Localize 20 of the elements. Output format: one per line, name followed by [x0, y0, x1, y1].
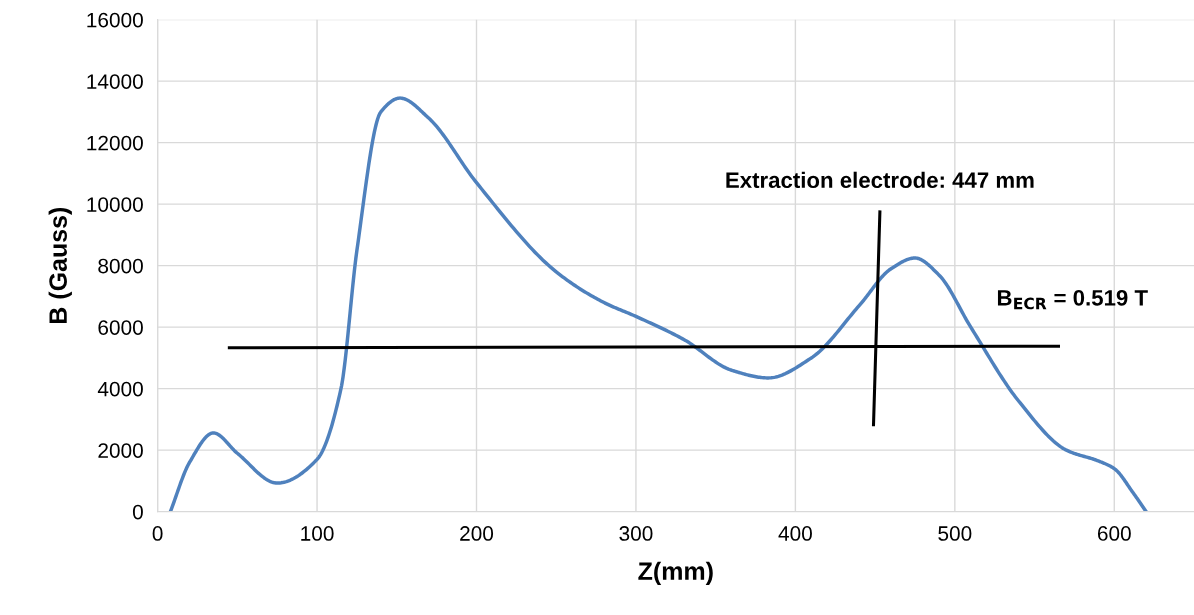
y-axis-title: B (Gauss) — [48, 207, 72, 324]
y-tick-label: 0 — [132, 504, 143, 520]
y-tick-label: 14000 — [87, 74, 143, 89]
x-tick-label: 300 — [619, 526, 653, 541]
y-tick-label: 4000 — [97, 381, 143, 397]
x-axis-title: Z(mm) — [638, 561, 713, 585]
x-tick-label: 200 — [460, 526, 494, 541]
y-tick-label: 6000 — [98, 320, 143, 335]
x-tick-label: 600 — [1097, 526, 1131, 541]
x-tick-label: 100 — [301, 526, 334, 541]
annotation: B$_{ECR}$ = 0.519 T — [997, 289, 1148, 310]
y-tick-label: 10000 — [87, 197, 143, 212]
y-tick-label: 2000 — [98, 443, 143, 458]
x-tick-label: 400 — [778, 526, 812, 541]
x-tick-label: 500 — [938, 526, 972, 541]
x-tick-label: 0 — [152, 526, 163, 541]
y-tick-label: 8000 — [98, 258, 143, 274]
annotation: Extraction electrode: 447 mm — [726, 171, 1034, 189]
y-tick-label: 16000 — [87, 12, 143, 28]
y-tick-label: 12000 — [87, 135, 143, 151]
